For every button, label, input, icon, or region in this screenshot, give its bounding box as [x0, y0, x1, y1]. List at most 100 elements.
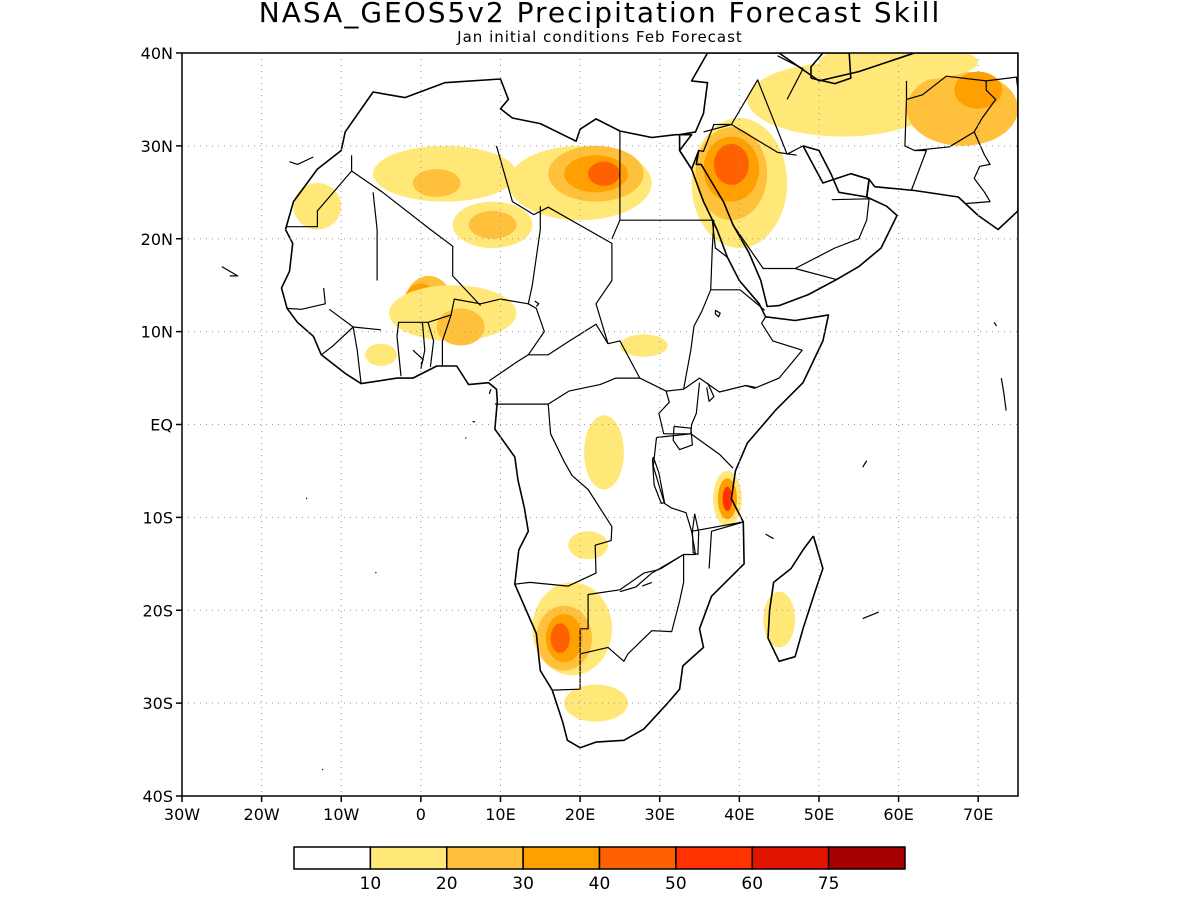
island-outline — [1000, 377, 1007, 411]
lake-outline — [691, 513, 700, 556]
latitude-axis: 40N 30N 20N 10N EQ 10S 20S 30S 40S — [141, 44, 182, 806]
lat-tick-label: 40N — [141, 44, 173, 63]
country-border — [494, 403, 613, 587]
lon-tick-label: 40E — [724, 805, 754, 824]
lake-outline — [714, 309, 721, 318]
island-outline — [862, 611, 879, 620]
country-border — [698, 123, 732, 152]
colorbar-swatch — [598, 846, 677, 870]
colorbar-label: 60 — [741, 874, 763, 894]
country-border — [287, 287, 326, 310]
country-border — [703, 79, 804, 155]
country-border — [619, 553, 684, 593]
country-border — [352, 326, 382, 384]
country-border — [690, 433, 734, 469]
colorbar-label: 30 — [512, 874, 534, 894]
lon-tick-label: 30W — [164, 805, 200, 824]
country-border — [495, 145, 756, 393]
colorbar-label: 50 — [665, 874, 687, 894]
country-border — [777, 55, 804, 100]
lon-tick-label: 20E — [565, 805, 595, 824]
skill-region — [365, 343, 397, 366]
colorbar-swatch — [827, 846, 906, 870]
country-border — [285, 155, 353, 228]
country-border — [683, 289, 712, 390]
island-outline — [488, 389, 492, 395]
skill-region — [550, 623, 570, 653]
skill-region — [747, 62, 939, 137]
country-border — [351, 170, 482, 307]
country-border — [320, 308, 354, 356]
colorbar-swatch — [293, 846, 372, 870]
skill-region — [588, 161, 620, 186]
country-border — [658, 390, 691, 435]
island-outline — [289, 156, 314, 165]
country-border — [708, 521, 744, 569]
country-border — [732, 198, 870, 270]
map-subtitle: Jan initial conditions Feb Forecast — [457, 28, 743, 46]
colorbar: 10 20 30 40 50 60 75 — [293, 846, 906, 894]
gridlines — [182, 53, 1018, 796]
skill-region — [568, 531, 608, 560]
coastlines — [221, 53, 1018, 771]
country-border — [691, 521, 744, 532]
country-border — [745, 316, 803, 389]
caspian-coastline — [810, 53, 852, 85]
lake-outline — [412, 349, 424, 365]
longitude-axis: 30W 20W 10W 0 10E 20E 30E 40E 50E 60E 70E — [164, 796, 993, 824]
island-outline — [305, 497, 308, 500]
country-border — [579, 437, 697, 662]
colorbar-swatch — [751, 846, 830, 870]
country-border — [656, 382, 701, 439]
lat-tick-label: 10N — [141, 323, 173, 342]
island-outline — [765, 533, 774, 540]
lake-outline — [534, 300, 540, 307]
island-outline — [375, 571, 377, 574]
lake-outline — [706, 382, 715, 402]
lake-outline — [651, 456, 666, 504]
persian-gulf-coastline — [802, 145, 870, 198]
colorbar-swatch — [675, 846, 753, 870]
country-border — [547, 377, 640, 405]
country-border — [731, 123, 797, 156]
island-outline — [862, 460, 868, 468]
colorbar-label: 20 — [436, 874, 458, 894]
colorbar-label: 10 — [360, 874, 382, 894]
colorbar-swatch — [446, 846, 524, 870]
skill-region — [763, 591, 796, 648]
lon-tick-label: 10W — [323, 805, 359, 824]
country-border — [488, 206, 545, 382]
country-border — [427, 322, 435, 367]
skill-shading — [293, 53, 1018, 722]
colorbar-label: 75 — [818, 874, 840, 894]
skill-region — [619, 334, 668, 357]
skill-region — [468, 210, 517, 239]
colorbar-swatch — [369, 846, 448, 870]
lat-tick-label: 20N — [141, 230, 173, 249]
colorbar-label: 40 — [589, 874, 611, 894]
country-border — [372, 192, 378, 281]
country-border — [450, 298, 529, 316]
lat-tick-label: 30S — [142, 694, 173, 713]
skill-region — [293, 183, 342, 230]
lon-tick-label: 70E — [963, 805, 993, 824]
skill-region — [584, 415, 624, 490]
skill-region — [436, 308, 485, 346]
lon-tick-label: 10E — [485, 805, 515, 824]
skill-region — [412, 169, 461, 197]
country-border — [904, 80, 928, 191]
lake-outline — [641, 581, 653, 587]
skill-region — [713, 144, 749, 185]
island-outline — [464, 437, 467, 439]
island-outline — [221, 266, 239, 277]
madagascar-coastline — [767, 535, 824, 663]
island-outline — [993, 321, 998, 327]
lon-tick-label: 30E — [644, 805, 674, 824]
lat-tick-label: 20S — [142, 601, 173, 620]
skill-region — [818, 53, 979, 81]
country-border — [710, 220, 766, 311]
lat-tick-label: 30N — [141, 137, 173, 156]
country-border — [966, 131, 991, 205]
lon-tick-label: 50E — [804, 805, 834, 824]
